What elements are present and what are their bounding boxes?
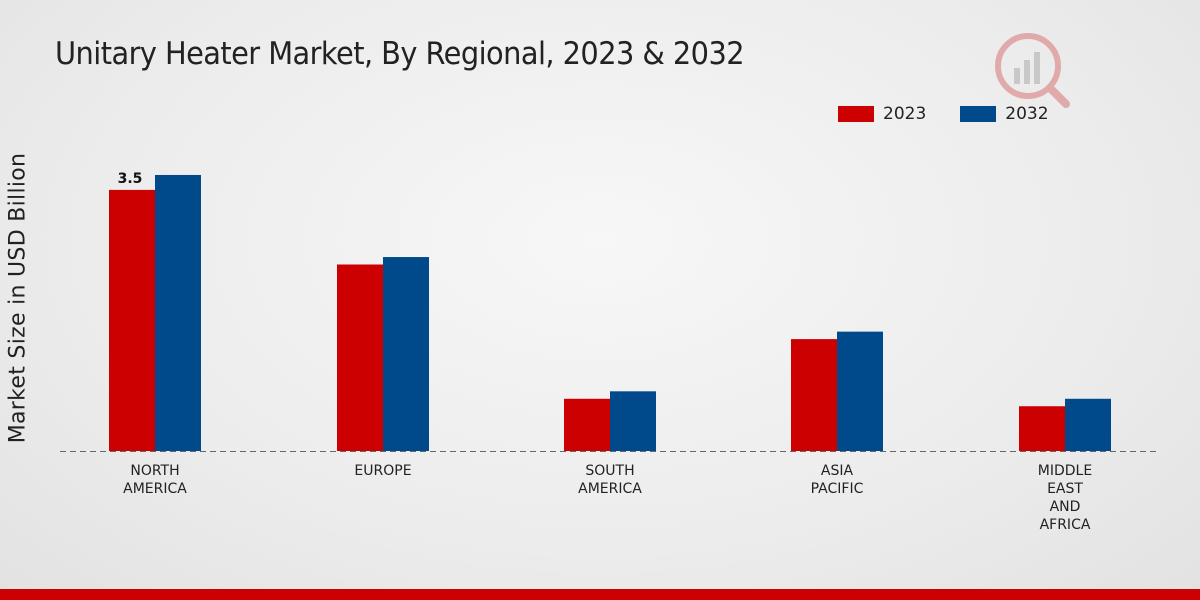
legend-label-2032: 2032 xyxy=(1005,104,1049,124)
x-tick-label-0: NORTH AMERICA xyxy=(123,463,187,497)
bar-2023-3[interactable] xyxy=(791,339,837,451)
x-tick-label-1: EUROPE xyxy=(354,463,411,479)
footer-bar xyxy=(0,589,1200,600)
legend-label-2023: 2023 xyxy=(883,104,927,124)
legend-item-2023[interactable]: 2023 xyxy=(838,104,926,124)
bar-2032-0[interactable] xyxy=(155,174,201,452)
legend-swatch-2032 xyxy=(960,106,997,122)
bar-2032-4[interactable] xyxy=(1065,398,1111,451)
bar-2032-3[interactable] xyxy=(837,331,883,451)
bar-2023-2[interactable] xyxy=(564,398,610,451)
x-tick-label-2: SOUTH AMERICA xyxy=(578,463,642,497)
bar-2023-4[interactable] xyxy=(1019,406,1065,451)
data-label-0: 3.5 xyxy=(118,171,143,187)
chart-legend: 2023 2032 xyxy=(838,104,1083,124)
x-tick-label-3: ASIA PACIFIC xyxy=(811,463,864,497)
legend-swatch-2023 xyxy=(838,106,874,122)
brand-logo-icon xyxy=(990,28,1074,112)
bar-2032-1[interactable] xyxy=(383,257,429,451)
bar-2032-2[interactable] xyxy=(610,391,656,451)
chart-title: Unitary Heater Market, By Regional, 2023… xyxy=(55,36,745,72)
legend-item-2032[interactable]: 2032 xyxy=(960,104,1049,124)
bar-2023-1[interactable] xyxy=(337,264,383,452)
x-tick-label-4: MIDDLE EAST AND AFRICA xyxy=(1038,463,1092,533)
bar-2023-0[interactable] xyxy=(109,189,155,451)
